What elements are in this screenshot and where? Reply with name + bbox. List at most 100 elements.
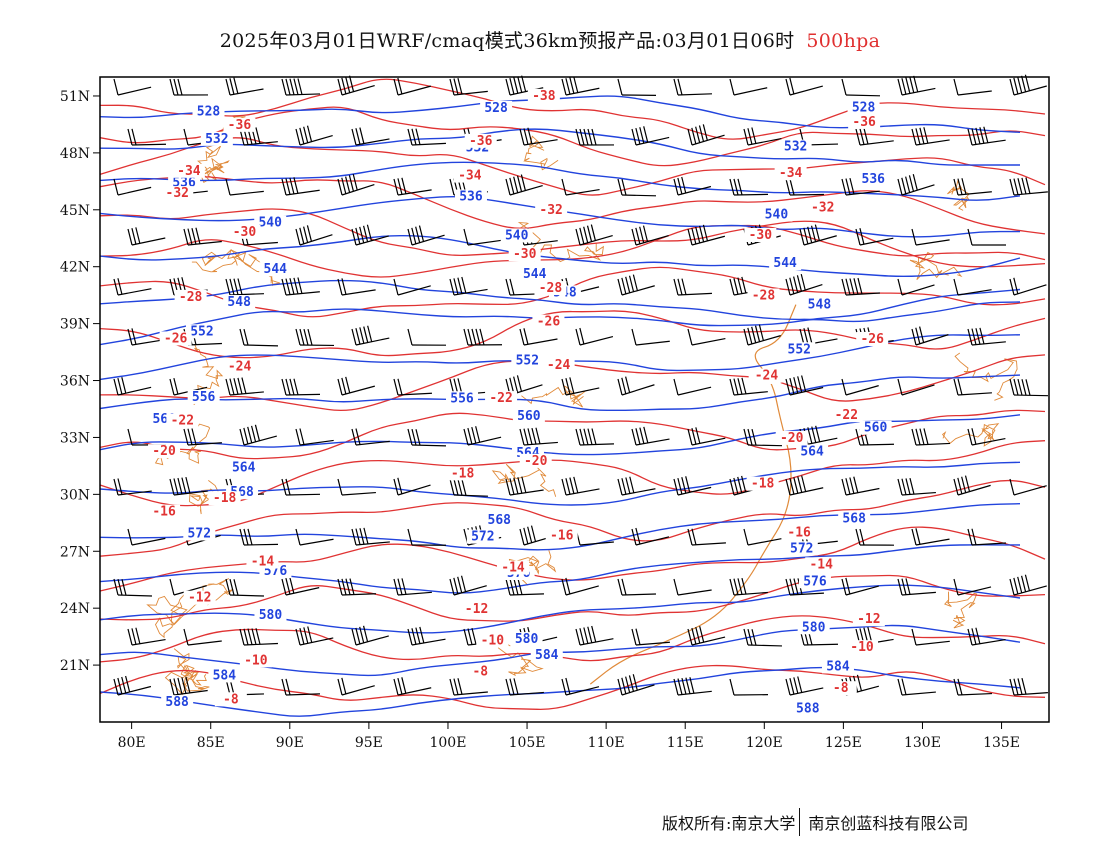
- wind-barb: [1009, 678, 1048, 696]
- contour-label-bg: [223, 359, 256, 374]
- wind-barb-feather: [527, 428, 533, 445]
- wind-barb-feather: [117, 677, 123, 695]
- wind-barb-staff: [845, 292, 880, 296]
- wind-barb-staff: [187, 640, 222, 646]
- wind-barb-feather: [191, 228, 197, 245]
- wind-barb-staff: [523, 441, 558, 446]
- wind-barb-feather: [345, 376, 351, 394]
- wind-barb: [687, 124, 725, 146]
- contour-label: -18: [213, 491, 237, 506]
- wind-barb-feather: [341, 377, 347, 395]
- wind-barb-feather: [642, 225, 649, 242]
- wind-barb-feather: [177, 477, 183, 495]
- wind-barb-feather: [901, 78, 907, 95]
- wind-barb-feather: [281, 378, 287, 396]
- wind-barb-feather: [181, 677, 187, 694]
- wind-barb-feather: [845, 278, 851, 295]
- wind-barb: [855, 127, 894, 146]
- wind-barb-staff: [621, 593, 657, 596]
- wind-barb-feather: [673, 378, 679, 396]
- wind-barb-staff: [1013, 85, 1047, 96]
- wind-barb-staff: [579, 638, 614, 646]
- wind-barb-feather: [419, 626, 425, 644]
- wind-barb-staff: [453, 90, 488, 96]
- contour-label-bg: [747, 288, 780, 303]
- temperature-contour: [99, 176, 1046, 235]
- wind-barb-staff: [411, 234, 445, 246]
- wind-barb-staff: [971, 139, 1006, 146]
- wind-barb: [729, 577, 768, 596]
- wind-barb-feather: [587, 626, 593, 643]
- wind-barb-feather: [177, 677, 183, 695]
- wind-barb-feather: [685, 476, 691, 493]
- wind-barb-staff: [635, 234, 669, 246]
- wind-barb-staff: [229, 293, 264, 296]
- wind-barb-feather: [131, 128, 137, 146]
- wind-barb-feather: [565, 478, 571, 495]
- wind-barb-staff: [397, 189, 432, 196]
- wind-barb-feather: [586, 225, 593, 242]
- wind-barb-feather: [733, 578, 739, 595]
- wind-barb-staff: [621, 285, 655, 296]
- wind-barb-feather: [393, 78, 399, 96]
- contour-label: 540: [765, 208, 789, 223]
- wind-barb-feather: [113, 378, 119, 396]
- wind-barb-staff: [243, 344, 279, 347]
- wind-barb-feather: [561, 378, 567, 396]
- wind-barb-staff: [467, 239, 502, 246]
- contour-label: 588: [165, 695, 189, 710]
- wind-barb-feather: [967, 228, 973, 246]
- contour-label-bg: [239, 653, 272, 668]
- wind-barb-feather: [1009, 78, 1015, 96]
- wind-barb-staff: [467, 436, 502, 446]
- wind-barb-feather: [747, 628, 753, 646]
- wind-barb: [127, 627, 166, 646]
- wind-barb-feather: [397, 477, 403, 494]
- wind-barb: [729, 78, 768, 96]
- wind-barb-feather: [463, 328, 469, 346]
- wind-barb-feather: [345, 76, 351, 93]
- temperature-contour: [99, 526, 1046, 592]
- wind-barb-staff: [509, 593, 545, 596]
- wind-barb: [1009, 177, 1048, 196]
- wind-barb: [463, 328, 503, 346]
- wind-barb-feather: [807, 226, 813, 243]
- wind-barb-feather: [401, 177, 407, 194]
- wind-barb-feather: [345, 176, 351, 193]
- wind-barb-staff: [971, 542, 1006, 546]
- wind-barb-feather: [631, 328, 637, 346]
- wind-barb-staff: [579, 541, 614, 546]
- contour-label: 540: [505, 228, 529, 243]
- footer-separator: [799, 808, 801, 836]
- wind-barb-feather: [569, 377, 575, 394]
- wind-barb: [337, 677, 375, 696]
- wind-barb: [967, 126, 1006, 146]
- wind-barb-feather: [587, 428, 593, 445]
- wind-barb-staff: [341, 491, 376, 496]
- wind-barb: [967, 228, 1007, 246]
- wind-barb: [953, 378, 992, 396]
- wind-barb-feather: [631, 228, 637, 246]
- wind-barb-feather: [299, 628, 305, 645]
- wind-barb-feather: [635, 227, 641, 245]
- wind-barb-staff: [341, 289, 376, 296]
- wind-barb-feather: [117, 478, 123, 495]
- height-contour: [99, 544, 1021, 594]
- wind-barb: [841, 277, 880, 296]
- wind-barb-feather: [173, 377, 179, 395]
- wind-barb-feather: [677, 278, 683, 295]
- wind-barb-feather: [475, 328, 481, 346]
- wind-barb-feather: [297, 78, 303, 95]
- wind-barb-staff: [173, 689, 208, 696]
- wind-barb-staff: [691, 337, 726, 346]
- wind-barb-feather: [449, 578, 455, 596]
- contour-label: -14: [251, 554, 275, 569]
- wind-barb-feather: [355, 328, 361, 345]
- wind-barb-feather: [355, 428, 361, 445]
- wind-barb-staff: [901, 691, 936, 696]
- wind-barb-feather: [183, 628, 189, 646]
- wind-barb: [393, 477, 431, 496]
- wind-barb-feather: [457, 277, 463, 294]
- wind-barb: [953, 278, 992, 296]
- wind-barb-staff: [845, 487, 880, 496]
